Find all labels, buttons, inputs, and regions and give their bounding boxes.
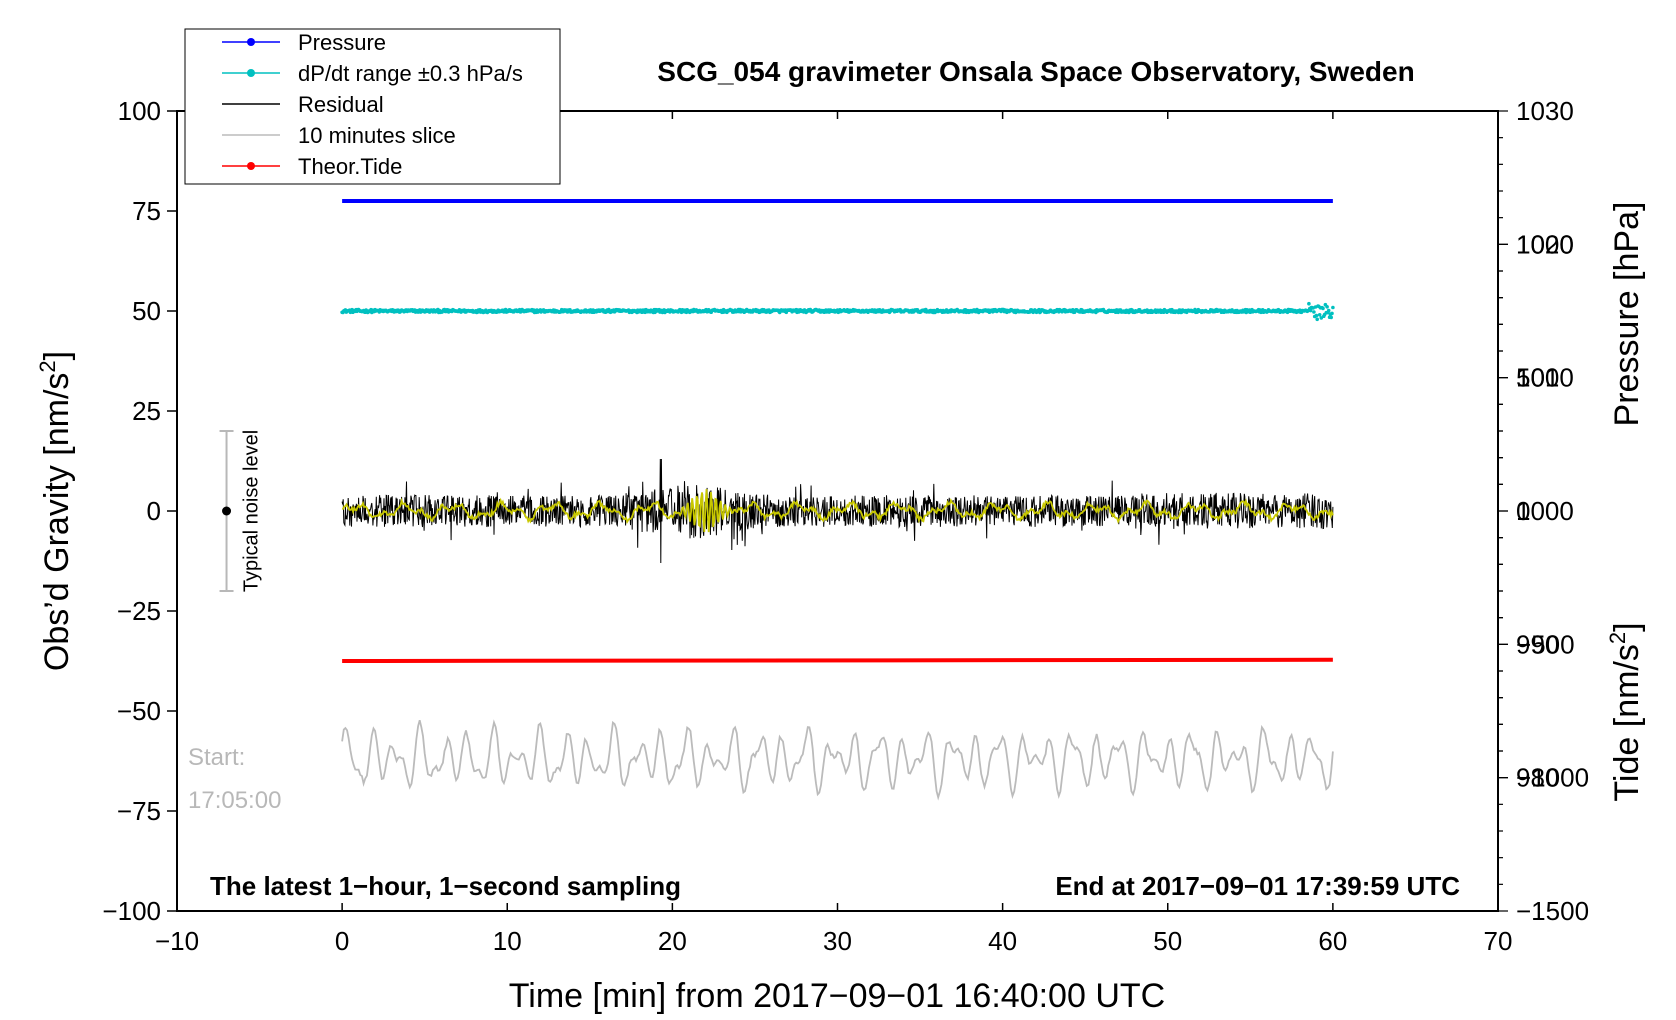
dpdt-point <box>1331 305 1335 310</box>
dpdt-point <box>1326 308 1331 313</box>
x-tick-label: 10 <box>493 926 522 956</box>
y-axis-label-tide-sup: 2 <box>1605 632 1630 644</box>
y-tick-label: 100 <box>118 96 161 126</box>
dpdt-point <box>1330 311 1334 316</box>
noise-level-label: Typical noise level <box>241 430 263 592</box>
pressure-tick-label: 1000 <box>1516 496 1574 526</box>
end-time-note: End at 2017−09−01 17:39:59 UTC <box>1055 871 1460 901</box>
dpdt-point <box>1317 313 1322 317</box>
x-axis-label: Time [min] from 2017−09−01 16:40:00 UTC <box>509 977 1165 1015</box>
noise-bar-center-dot <box>222 506 232 516</box>
y-tick-label: 25 <box>132 396 161 426</box>
slice-start-label: Start: <box>188 744 245 771</box>
y-axis-label-left: Obs’d Gravity [nm/s2] <box>35 351 76 671</box>
y-axis-label-tide-end: ] <box>1608 622 1646 631</box>
legend: Pressure dP/dt range ±0.3 hPa/s Residual 10… <box>184 28 561 185</box>
x-tick-label: 20 <box>658 926 687 956</box>
x-tick-label: −10 <box>155 926 199 956</box>
y-tick-label: −50 <box>117 696 161 726</box>
legend-swatch-marker <box>247 38 255 46</box>
dpdt-point <box>1308 308 1313 313</box>
pressure-tick-label: 990 <box>1516 629 1559 659</box>
legend-entry-label: 10 minutes slice <box>298 123 456 148</box>
dpdt-point <box>1321 306 1325 311</box>
y-axis-label-left-main: Obs’d Gravity [nm/s <box>38 373 76 672</box>
residual-series-line <box>341 458 1334 564</box>
slice-series-line <box>341 719 1334 801</box>
sampling-note: The latest 1−hour, 1−second sampling <box>210 871 681 901</box>
tide-tick-label: −1500 <box>1516 896 1589 926</box>
y-tick-label: −75 <box>117 796 161 826</box>
y-axis-label-tide: Tide [nm/s2] <box>1605 622 1646 801</box>
x-tick-label: 60 <box>1318 926 1347 956</box>
y-tick-label: −25 <box>117 596 161 626</box>
y-tick-label: −100 <box>102 896 161 926</box>
pressure-tick-label: 1020 <box>1516 229 1574 259</box>
dpdt-point <box>1329 315 1333 320</box>
tide-tick-label: 500 <box>1516 363 1559 393</box>
pressure-tick-label: 980 <box>1516 763 1559 793</box>
y-tick-label: 50 <box>132 296 161 326</box>
y-axis-label-left-sup: 2 <box>35 360 60 372</box>
pressure-tick-label: 1030 <box>1516 96 1574 126</box>
x-tick-label: 50 <box>1153 926 1182 956</box>
dpdt-point <box>1307 301 1311 306</box>
dpdt-point <box>1193 307 1197 312</box>
legend-entry-label: dP/dt range ±0.3 hPa/s <box>298 61 523 86</box>
dpdt-series <box>340 301 1335 322</box>
y-tick-label: 0 <box>147 496 161 526</box>
tide-tick-label: 0 <box>1516 496 1530 526</box>
legend-box <box>184 28 561 185</box>
y-axis-label-left-end: ] <box>38 351 76 360</box>
x-tick-label: 0 <box>335 926 349 956</box>
tide-tick-label: −1000 <box>1516 763 1589 793</box>
legend-swatch-marker <box>247 162 255 170</box>
legend-swatch-marker <box>247 69 255 77</box>
dpdt-point <box>1325 305 1329 309</box>
data-layer <box>340 199 1335 801</box>
residual-smoothed-line <box>341 489 1334 533</box>
x-tick-label: 70 <box>1484 926 1513 956</box>
dpdt-point <box>1312 310 1316 314</box>
tide-tick-label: 1000 <box>1516 229 1574 259</box>
legend-entry-label: Pressure <box>298 30 386 55</box>
legend-entry-label: Theor.Tide <box>298 154 402 179</box>
legend-entry-label: Residual <box>298 92 384 117</box>
x-tick-label: 40 <box>988 926 1017 956</box>
x-tick-label: 30 <box>823 926 852 956</box>
noise-level-indicator: Typical noise level <box>219 430 263 592</box>
tide-tick-label: −500 <box>1516 629 1575 659</box>
dpdt-point <box>1315 317 1319 322</box>
ticks-layer: −10 0 10 20 30 40 50 60 701007550250−25−50−75−10… <box>102 96 1589 956</box>
y-axis-label-tide-main: Tide [nm/s <box>1608 644 1646 801</box>
slice-start-time: 17:05:00 <box>188 787 281 814</box>
tide-series-line <box>342 657 1333 663</box>
y-axis-label-pressure: Pressure [hPa] <box>1608 202 1646 427</box>
dpdt-point <box>1314 313 1319 318</box>
chart-title: SCG_054 gravimeter Onsala Space Observat… <box>657 56 1414 87</box>
pressure-tick-label: 1010 <box>1516 363 1574 393</box>
y-tick-label: 75 <box>132 196 161 226</box>
